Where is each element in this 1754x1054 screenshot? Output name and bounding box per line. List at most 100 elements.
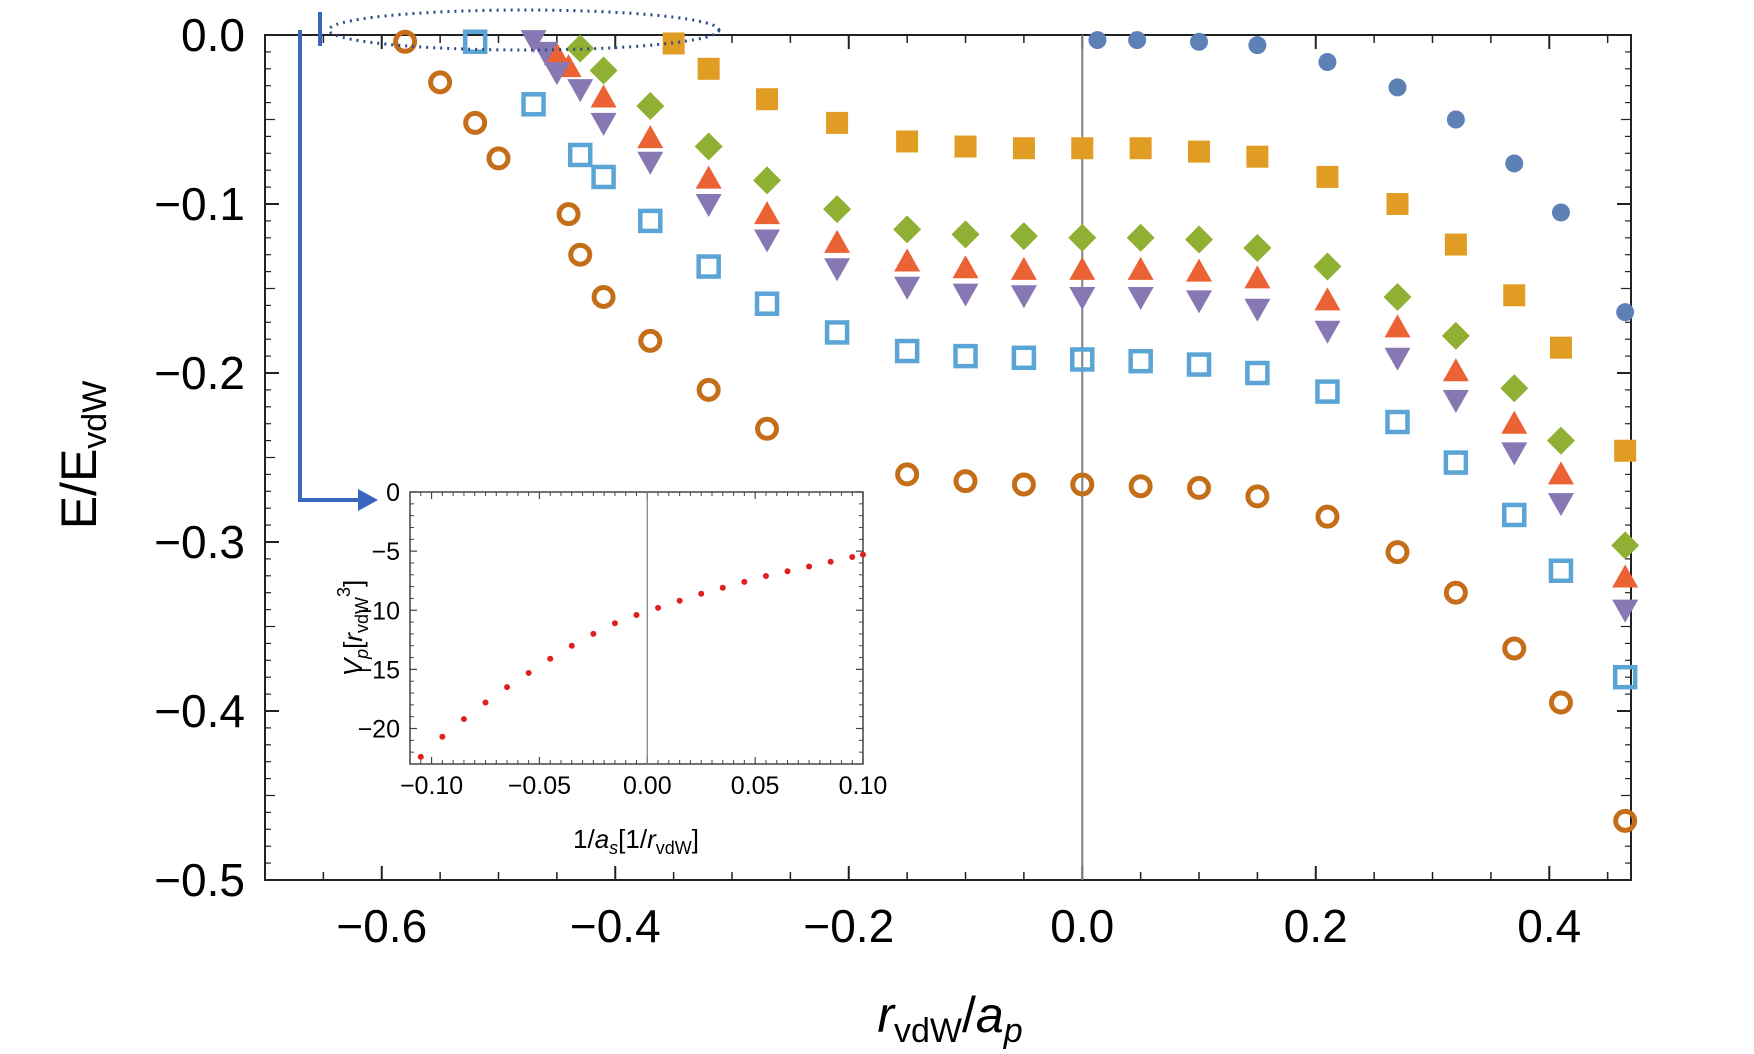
data-point-triangle-up [637, 125, 664, 149]
data-point-diamond [1126, 223, 1155, 252]
data-point-diamond [589, 56, 618, 85]
data-point-diamond [1441, 321, 1470, 350]
data-point-open-square [696, 254, 721, 279]
main-x-tick-label: 0.2 [1284, 900, 1348, 952]
inset-data-point [827, 558, 834, 565]
inset-x-tick-label: −0.10 [400, 772, 463, 800]
data-point-triangle-down [1501, 442, 1528, 466]
series-triangle-down [520, 30, 1639, 623]
inset-data-point [784, 568, 791, 575]
data-point-triangle-up [590, 84, 617, 108]
data-point-open-square [953, 343, 978, 369]
inset-x-tick-label: 0.10 [839, 772, 888, 800]
data-point-open-square [1548, 558, 1574, 583]
highlight-ellipse [327, 8, 721, 52]
main-y-axis-label: E/EvdW [51, 381, 114, 530]
bracket-arrowhead [358, 489, 378, 511]
inset-y-axis-label: Vp[rvdW3] [334, 580, 372, 677]
data-point-circle [1318, 53, 1337, 72]
data-point-open-circle [1613, 808, 1638, 833]
data-point-open-circle [428, 70, 453, 95]
data-point-open-circle [638, 328, 663, 353]
data-point-open-square [1501, 502, 1527, 528]
series-diamond [566, 34, 1640, 560]
data-point-open-circle [463, 110, 488, 135]
data-point-circle [1190, 32, 1209, 51]
main-x-axis-label: rvdW/ap [877, 987, 1022, 1049]
main-x-tick-label: −0.6 [336, 900, 427, 952]
data-point-triangle-up [1127, 256, 1154, 280]
data-point-triangle-down [1127, 286, 1154, 310]
data-point-open-square [1385, 409, 1410, 435]
data-point-square [826, 111, 849, 134]
data-point-square [756, 88, 779, 111]
main-y-tick-label: 0.0 [181, 9, 245, 61]
data-point-open-circle [895, 462, 920, 487]
data-point-diamond [951, 220, 980, 249]
main-x-tick-label: 0.0 [1050, 900, 1114, 952]
data-point-open-square [1315, 379, 1340, 404]
inset-data-point [676, 597, 683, 604]
data-point-diamond [1068, 223, 1097, 252]
series-open-square [462, 29, 1638, 690]
data-point-open-square [1070, 347, 1095, 372]
data-point-square [1129, 137, 1152, 160]
data-point-triangle-down [1442, 390, 1469, 414]
inset-y-tick-label: −5 [371, 538, 400, 566]
inset-points [417, 551, 866, 760]
inset-x-tick-label: 0.05 [731, 772, 780, 800]
inset-data-point [762, 572, 769, 579]
data-point-circle [1551, 203, 1570, 222]
data-point-open-square [1245, 360, 1270, 386]
data-point-triangle-up [543, 42, 570, 66]
main-x-tick-label: −0.4 [570, 900, 661, 952]
data-point-open-circle [953, 469, 978, 494]
data-point-triangle-up [1314, 287, 1341, 311]
data-point-open-square [462, 29, 488, 55]
data-point-triangle-down [520, 30, 547, 54]
data-point-square [1614, 439, 1637, 462]
data-point-square [1316, 165, 1339, 188]
data-point-triangle-up [754, 201, 781, 225]
data-point-triangle-down [1069, 286, 1096, 310]
inset-data-point [460, 716, 467, 723]
inset-data-point [633, 611, 640, 618]
data-point-open-square [521, 92, 546, 117]
main-y-tick-label: −0.4 [154, 685, 245, 737]
data-point-square [1071, 137, 1094, 160]
inset-x-axis-label: 1/as[1/rvdW] [573, 824, 699, 858]
data-point-diamond [1611, 531, 1640, 560]
data-point-square [1444, 233, 1467, 256]
data-point-triangle-down [590, 112, 617, 136]
main-y-tick-label: −0.1 [154, 178, 245, 230]
data-point-triangle-up [1069, 256, 1096, 280]
data-point-triangle-down [1186, 290, 1213, 314]
data-point-diamond [893, 215, 922, 244]
inset-data-point [547, 655, 554, 662]
data-point-open-circle [1128, 474, 1153, 499]
data-point-diamond [636, 91, 665, 120]
data-point-triangle-up [1010, 256, 1037, 280]
data-point-open-circle [1548, 690, 1573, 715]
data-point-open-circle [1070, 472, 1095, 497]
data-point-triangle-down [1384, 347, 1411, 371]
data-point-open-circle [696, 377, 721, 402]
data-point-square [1503, 284, 1526, 307]
inset-x-tick-label: 0.00 [623, 772, 672, 800]
data-point-triangle-down [1547, 493, 1574, 517]
inset-data-point [849, 554, 856, 561]
data-point-open-circle [755, 416, 780, 441]
data-point-open-square [894, 338, 920, 364]
data-point-open-circle [591, 284, 616, 309]
bracket-arrow [298, 12, 358, 502]
main-y-tick-label: −0.2 [154, 347, 245, 399]
data-point-circle [1248, 36, 1267, 55]
data-point-triangle-down [532, 41, 559, 65]
data-point-triangle-down [824, 258, 851, 282]
data-point-triangle-up [894, 248, 921, 272]
data-point-diamond [1185, 225, 1214, 254]
data-point-triangle-down [1612, 599, 1639, 623]
data-point-triangle-down [1314, 320, 1341, 344]
inset-y-tick-label: −10 [358, 597, 400, 625]
main-ticks: −0.6 −0.4 −0.2 0.0 0.2 0.4 0.0 −0.1 −0.2 −0.3 −0.4… [154, 9, 1631, 952]
